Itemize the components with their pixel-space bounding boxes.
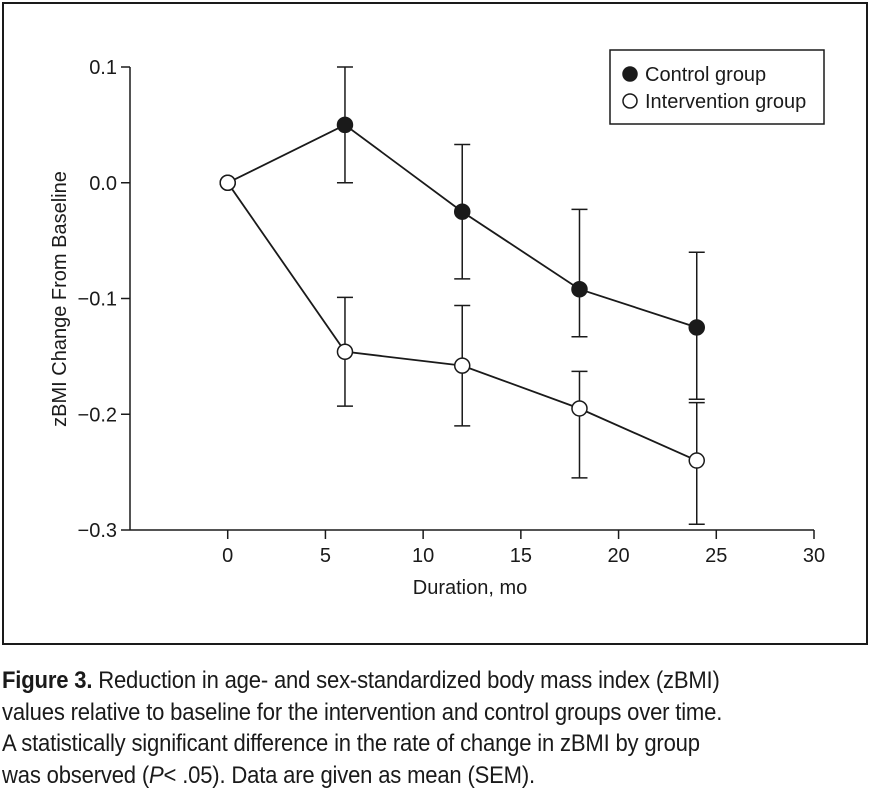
y-axis-title: zBMI Change From Baseline bbox=[49, 171, 71, 427]
x-tick-label: 5 bbox=[320, 545, 331, 567]
caption-line-2: values relative to baseline for the inte… bbox=[2, 698, 723, 726]
x-tick-label: 30 bbox=[803, 545, 825, 567]
y-tick-label: −0.1 bbox=[78, 289, 117, 311]
legend-box bbox=[609, 49, 825, 125]
y-tick-label: −0.2 bbox=[78, 404, 117, 426]
legend-label-intervention: Intervention group bbox=[645, 91, 806, 113]
x-axis-title: Duration, mo bbox=[413, 577, 528, 599]
intervention-data-point bbox=[453, 357, 471, 374]
data-markers bbox=[219, 116, 705, 469]
y-tick-label: −0.3 bbox=[78, 520, 117, 542]
y-tick-label: 0.0 bbox=[89, 173, 117, 195]
legend-marker-intervention bbox=[622, 93, 638, 109]
caption-figure-label: Figure 3. bbox=[2, 667, 93, 694]
x-tick-label: 15 bbox=[510, 545, 532, 567]
intervention-data-point bbox=[219, 174, 236, 191]
legend-label-control: Control group bbox=[645, 64, 766, 86]
axes: 0.1 0.0 −0.1 −0.2 −0.3 0 5 10 15 20 25 30 bbox=[78, 57, 826, 567]
control-data-point bbox=[688, 319, 705, 336]
x-tick-label: 0 bbox=[222, 545, 233, 567]
legend: Control group Intervention group bbox=[609, 49, 825, 125]
y-tick-label: 0.1 bbox=[89, 57, 117, 79]
intervention-data-point bbox=[688, 452, 705, 469]
figure-frame bbox=[2, 2, 868, 645]
control-data-point bbox=[336, 116, 354, 134]
x-tick-label: 10 bbox=[412, 545, 434, 567]
intervention-data-point bbox=[336, 343, 354, 360]
caption-line-3: A statistically significant difference i… bbox=[2, 730, 700, 757]
intervention-data-point bbox=[571, 400, 588, 417]
caption-line-4-start: was observed ( bbox=[2, 761, 150, 789]
control-data-point bbox=[571, 280, 588, 298]
caption-p-letter: P bbox=[149, 761, 164, 789]
caption-line-1: Reduction in age- and sex-standardized b… bbox=[98, 667, 720, 694]
x-tick-label: 25 bbox=[705, 545, 727, 567]
x-tick-label: 20 bbox=[607, 545, 629, 567]
line-chart: 0.1 0.0 −0.1 −0.2 −0.3 0 5 10 15 20 25 30 Duration,… bbox=[49, 49, 826, 599]
error-bars bbox=[336, 66, 705, 525]
legend-marker-control bbox=[622, 66, 638, 82]
figure-caption: Figure 3. Reduction in age- and sex-stan… bbox=[2, 665, 868, 791]
caption-line-4-end: < .05). Data are given as mean (SEM). bbox=[163, 761, 536, 789]
control-data-point bbox=[453, 203, 471, 220]
